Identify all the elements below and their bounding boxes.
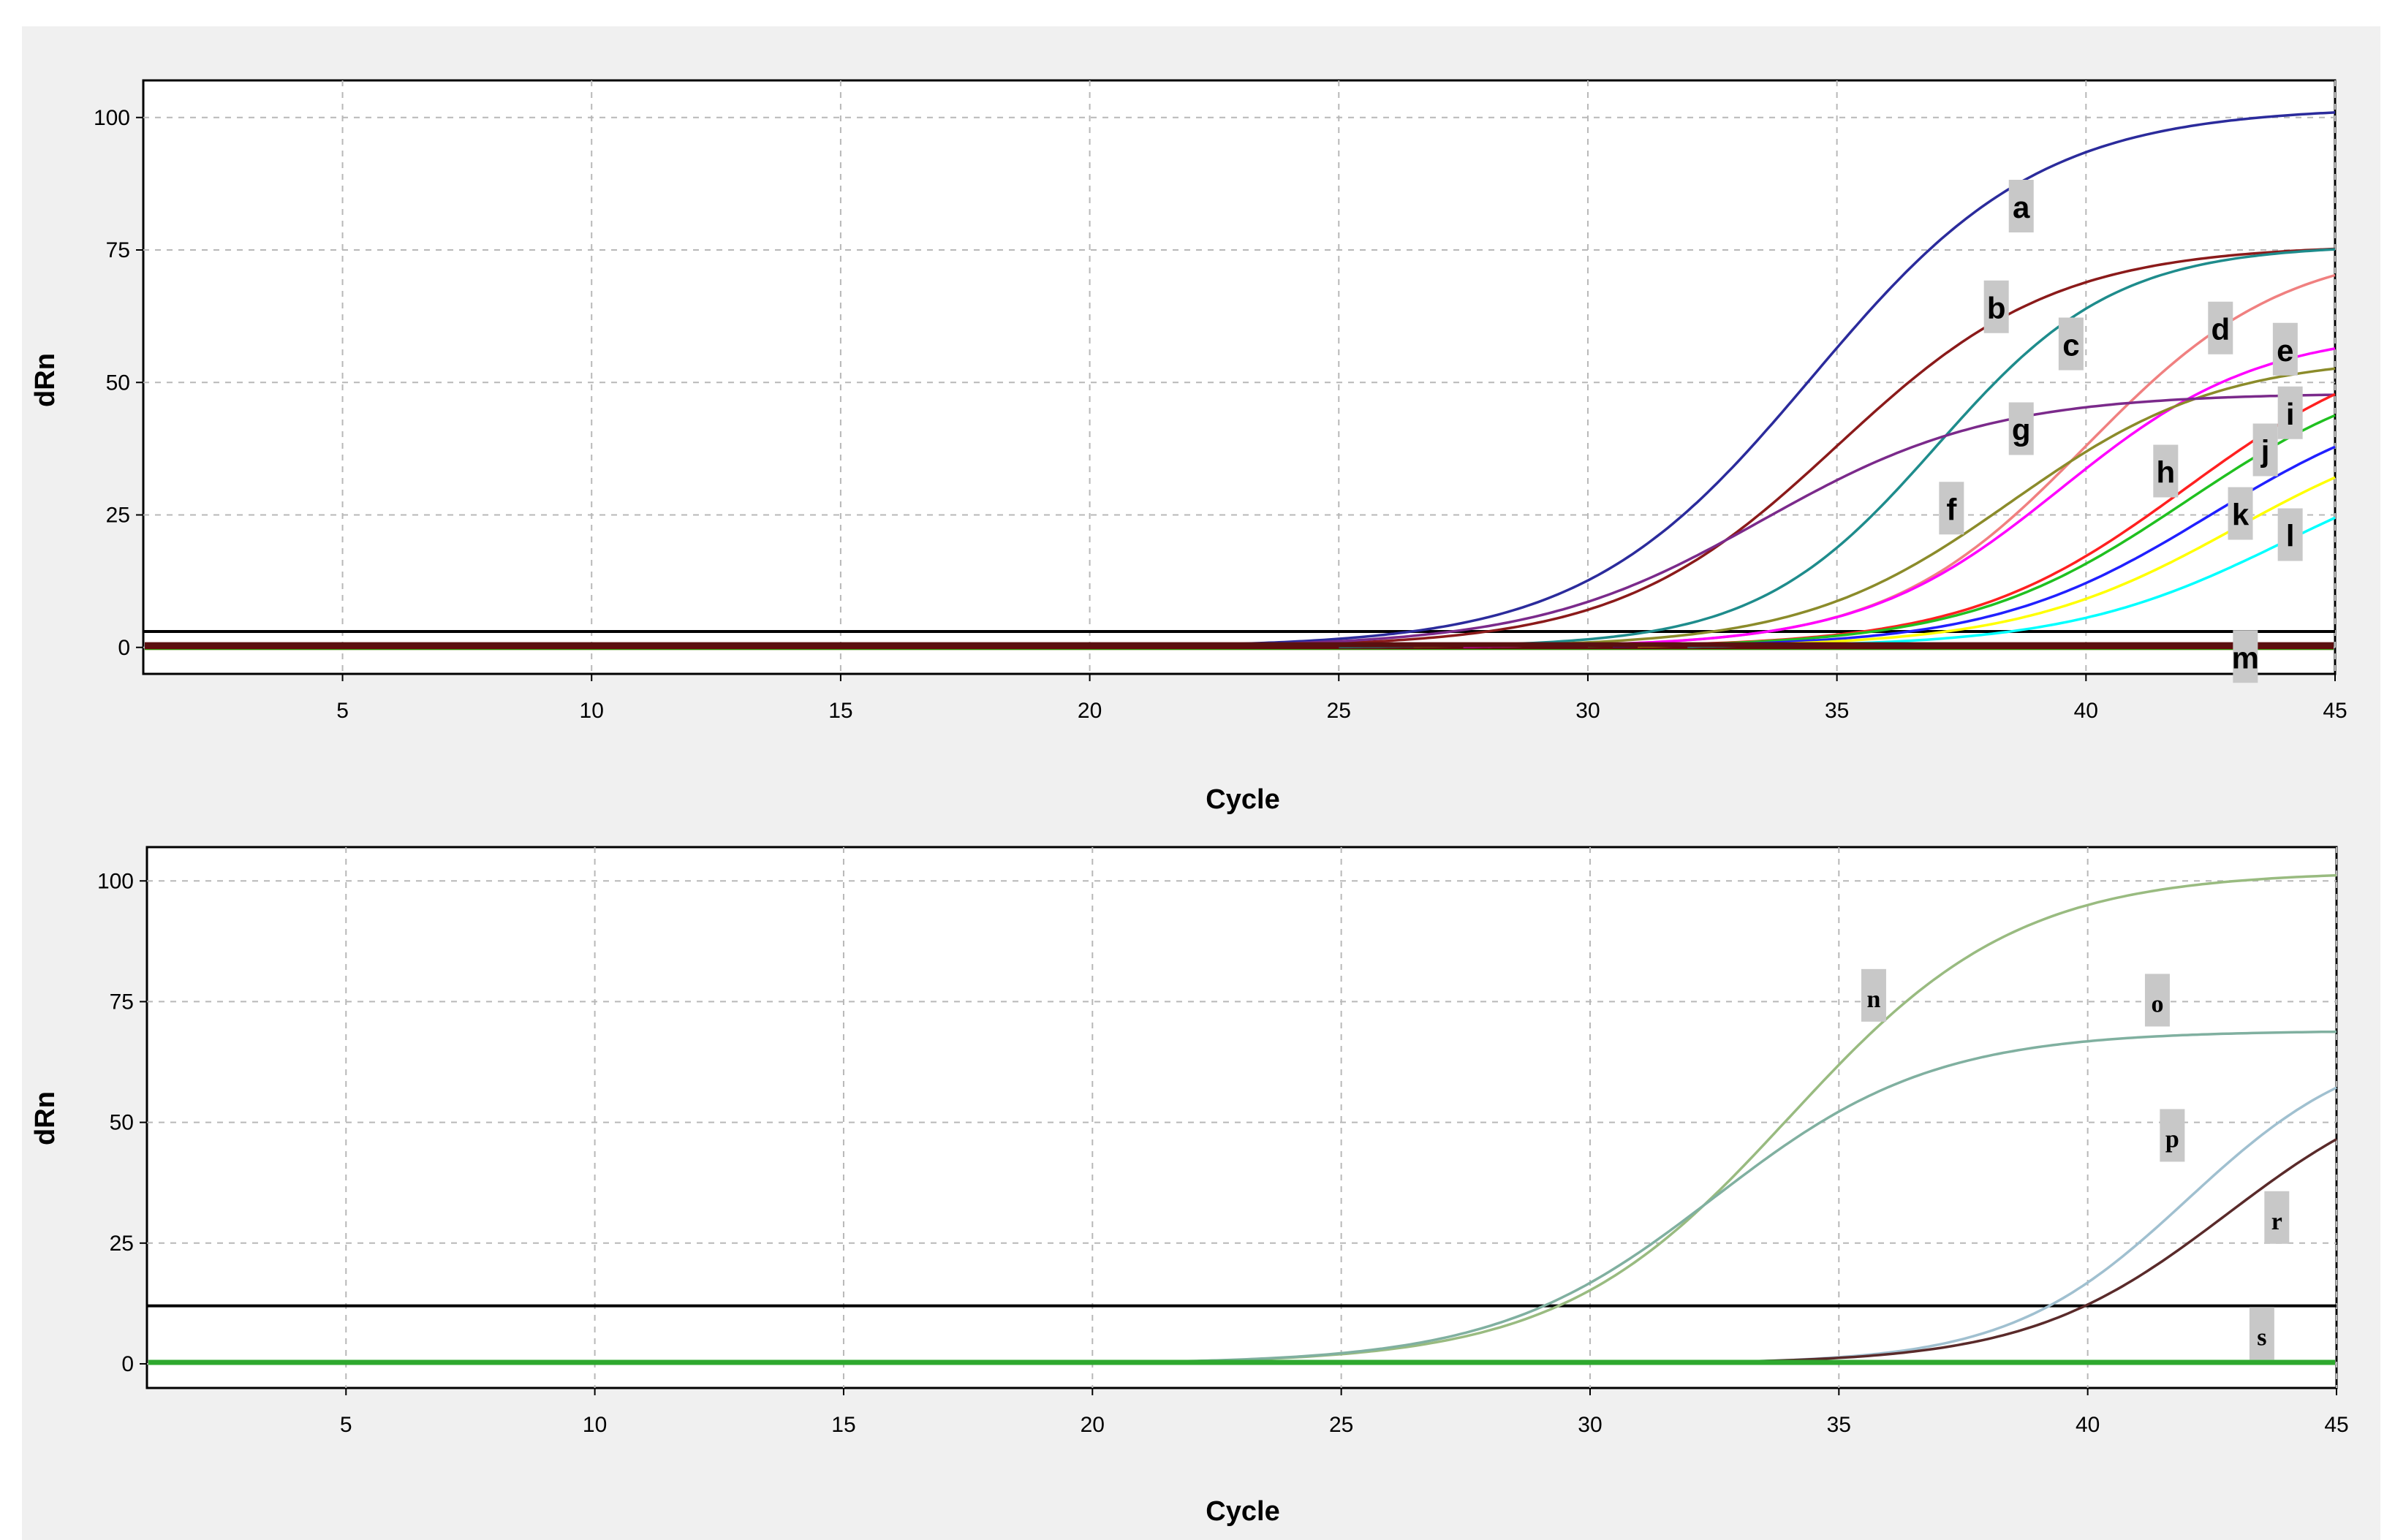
series-label-box xyxy=(2249,1307,2274,1360)
series-label-box xyxy=(2272,322,2298,376)
y-axis-title: dRn xyxy=(30,1091,61,1145)
plot-area xyxy=(145,846,2338,1389)
series-label-box xyxy=(2160,1109,2185,1162)
series-label-box xyxy=(2228,487,2253,540)
upper-amplification-chart: 0 25 50 75 100 5 10 15 20 25 30 35 40 45 a b c d e f g h ijk… xyxy=(22,26,2380,830)
series-label-box xyxy=(2264,1191,2290,1244)
series-line-a xyxy=(1214,111,2336,646)
series-label-n: n xyxy=(1867,986,1881,1013)
series-label-r: r xyxy=(2271,1208,2282,1235)
x-tick-label: 30 xyxy=(1578,1413,1602,1437)
series-label-box xyxy=(2153,444,2179,498)
x-tick-label: 40 xyxy=(2074,699,2098,723)
y-tick-label: 25 xyxy=(110,1232,134,1256)
y-tick-label: 75 xyxy=(110,990,134,1014)
y-tick-label: 50 xyxy=(110,1111,134,1135)
series-line-o xyxy=(1117,1030,2337,1364)
series-label-box xyxy=(2208,301,2233,354)
series-label-box xyxy=(2233,630,2258,683)
x-tick-label: 5 xyxy=(336,699,349,723)
y-tick-label: 75 xyxy=(106,238,130,262)
series-label-d: d xyxy=(2211,312,2230,346)
series-line-b xyxy=(1238,247,2336,648)
y-tick-label: 100 xyxy=(97,869,134,893)
series-label-f: f xyxy=(1946,492,1957,526)
x-tick-label: 40 xyxy=(2076,1413,2100,1437)
series-label-m: m xyxy=(2232,640,2259,675)
series-label-k: k xyxy=(2232,498,2250,532)
series-label-box xyxy=(2277,508,2303,561)
series-label-box xyxy=(2008,180,2034,232)
plot-area xyxy=(142,79,2337,675)
y-tick-label: 0 xyxy=(118,636,130,660)
y-tick-label: 100 xyxy=(94,106,130,130)
x-tick-label: 45 xyxy=(2324,1413,2348,1437)
series-line-g xyxy=(1164,393,2336,648)
series-label-o: o xyxy=(2151,990,2163,1017)
x-axis-title: Cycle xyxy=(1206,1496,1279,1527)
x-tick-label: 10 xyxy=(583,1413,607,1437)
x-axis-title: Cycle xyxy=(1206,784,1279,815)
x-tick-label: 15 xyxy=(828,699,852,723)
series-label-box xyxy=(2008,402,2034,455)
x-tick-label: 25 xyxy=(1327,699,1351,723)
series-label-i: i xyxy=(2286,397,2295,431)
series-label-box xyxy=(1983,280,2009,333)
series-label-box xyxy=(2277,386,2303,439)
series-label-box xyxy=(2144,974,2170,1027)
series-label-b: b xyxy=(1987,291,2006,325)
x-tick-label: 35 xyxy=(1825,699,1849,723)
series-label-e: e xyxy=(2277,333,2293,368)
series-label-box xyxy=(2252,423,2278,477)
series-label-s: s xyxy=(2257,1324,2266,1351)
series-label-j: j xyxy=(2260,434,2270,469)
series-label-l: l xyxy=(2286,519,2295,553)
series-line-n xyxy=(1192,873,2337,1363)
series-label-a: a xyxy=(2013,190,2030,224)
series-label-c: c xyxy=(2062,328,2079,363)
y-axis-title: dRn xyxy=(30,353,61,407)
y-tick-label: 0 xyxy=(121,1352,134,1376)
x-tick-label: 35 xyxy=(1827,1413,1851,1437)
series-label-box xyxy=(1861,968,1886,1022)
x-tick-label: 5 xyxy=(340,1413,352,1437)
lower-amplification-chart: 0 25 50 75 100 5 10 15 20 25 30 35 40 45 n o p r s Cycle… xyxy=(22,830,2380,1540)
x-tick-label: 30 xyxy=(1575,699,1600,723)
series-label-p: p xyxy=(2165,1126,2179,1153)
series-label-box xyxy=(2058,317,2084,371)
series-label-h: h xyxy=(2157,455,2176,490)
x-tick-label: 45 xyxy=(2323,699,2347,723)
x-tick-label: 20 xyxy=(1078,699,1102,723)
x-tick-label: 25 xyxy=(1329,1413,1353,1437)
series-label-box xyxy=(1939,482,1964,535)
x-tick-label: 15 xyxy=(831,1413,855,1437)
x-tick-label: 20 xyxy=(1081,1413,1105,1437)
y-tick-label: 50 xyxy=(106,371,130,395)
y-tick-label: 25 xyxy=(106,504,130,528)
x-tick-label: 10 xyxy=(580,699,604,723)
series-label-g: g xyxy=(2012,413,2031,447)
